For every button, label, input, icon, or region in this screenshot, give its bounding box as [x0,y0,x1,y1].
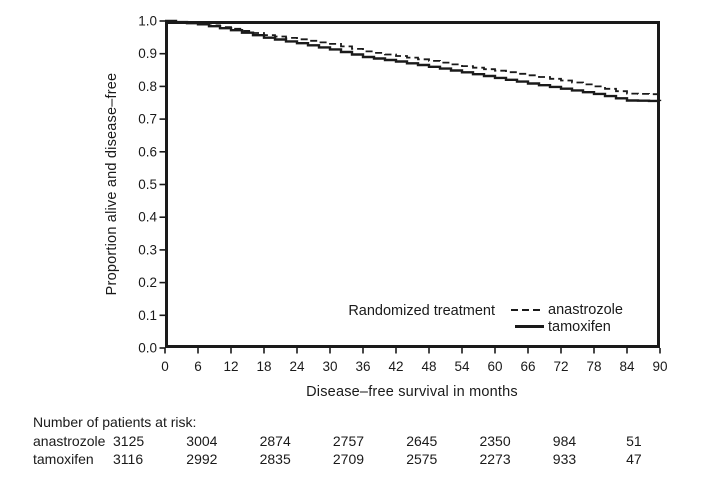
x-tick-label: 18 [256,359,271,374]
y-tick-label: 0.1 [138,308,157,323]
table-row-anastrozole: anastrozole 3125 3004 2874 2757 2645 235… [33,432,699,451]
risk-table-title: Number of patients at risk: [33,414,197,430]
y-axis-label: Proportion alive and disease–free [104,72,120,296]
legend-item-anastrozole: anastrozole [511,301,623,318]
y-tick-label: 0.7 [138,112,157,127]
risk-value: 984 [552,432,577,449]
y-tick-label: 0.0 [138,341,157,356]
x-tick-label: 36 [355,359,370,374]
x-tick-label: 6 [194,359,202,374]
risk-value: 2757 [332,432,365,449]
risk-table: Number of patients at risk: anastrozole … [33,413,699,469]
x-tick-label: 30 [322,359,337,374]
x-tick-label: 66 [520,359,535,374]
legend-label-anastrozole: anastrozole [548,301,623,318]
risk-value: 3116 [113,451,144,467]
risk-value: 933 [552,451,577,467]
solid-line-icon [515,325,544,328]
x-tick-label: 54 [454,359,470,374]
y-tick-label: 0.4 [138,210,157,225]
risk-value: 2709 [332,451,365,467]
x-tick-label: 78 [586,359,601,374]
risk-value: 2992 [186,451,218,467]
x-tick-label: 24 [289,359,305,374]
legend-label-tamoxifen: tamoxifen [548,318,611,335]
series-line-tamoxifen [165,19,662,103]
x-tick-label: 48 [421,359,436,374]
y-tick-label: 0.3 [138,242,157,257]
risk-value: 3125 [113,432,145,449]
risk-value: 51 [626,432,642,449]
series-line-anastrozole [165,20,661,96]
risk-value: 2273 [479,451,511,467]
risk-value: 2575 [406,451,438,467]
risk-row-label: tamoxifen [33,451,94,467]
x-tick-label: 84 [619,359,635,374]
risk-value: 2645 [406,432,438,449]
x-tick-label: 90 [652,359,667,374]
risk-value: 2835 [259,451,291,467]
y-tick-label: 0.5 [138,177,157,192]
x-axis-label: Disease–free survival in months [306,384,518,400]
x-tick-label: 0 [161,359,169,374]
x-tick-label: 72 [553,359,568,374]
risk-value: 47 [626,451,642,467]
dashed-line-icon [511,308,544,311]
km-chart-canvas: 0 6 12 18 24 30 36 42 48 54 60 66 72 78 84 90 0.0 0.1 0.2 0… [138,14,667,375]
legend-item-tamoxifen: tamoxifen [511,318,623,335]
risk-value: 2350 [479,432,511,449]
table-row-tamoxifen: tamoxifen 3116 2992 2835 2709 2575 2273 … [33,450,699,469]
plot-frame [165,21,660,348]
x-tick-label: 42 [388,359,403,374]
y-tick-label: 0.2 [138,275,157,290]
y-tick-label: 0.6 [138,144,157,159]
risk-row-label: anastrozole [33,432,106,449]
y-tick-label: 0.8 [138,79,157,94]
legend: anastrozole tamoxifen [511,301,623,335]
x-tick-label: 60 [487,359,502,374]
risk-value: 3004 [186,432,218,449]
legend-title: Randomized treatment [348,303,495,319]
y-tick-label: 0.9 [138,46,157,61]
risk-value: 2874 [259,432,291,449]
y-tick-label: 1.0 [138,14,157,29]
x-tick-label: 12 [223,359,238,374]
